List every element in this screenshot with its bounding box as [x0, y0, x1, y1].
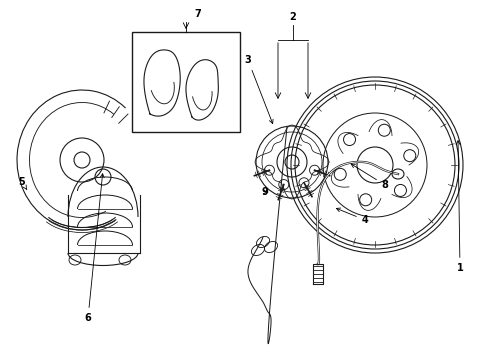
Text: 1: 1 [455, 141, 463, 273]
Bar [132, 32, 240, 132]
Text: 8: 8 [350, 164, 387, 190]
Text: 5: 5 [19, 177, 27, 190]
Text: 9: 9 [261, 187, 268, 197]
Text: 2: 2 [289, 12, 296, 22]
Text: 6: 6 [84, 174, 104, 323]
Text: 7: 7 [194, 9, 201, 19]
Text: 3: 3 [244, 55, 272, 123]
Text: 4: 4 [336, 208, 367, 225]
